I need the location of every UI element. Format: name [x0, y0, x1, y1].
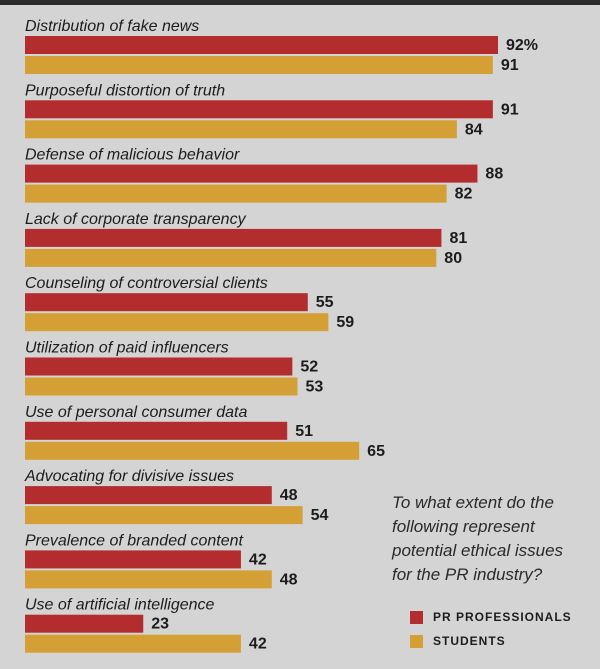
bar-students-prevalence-of-branded-content	[25, 570, 272, 589]
bar-students-use-of-personal-consumer-data	[25, 441, 360, 460]
value-label-pr-professionals-distribution-of-fake-news: 92%	[506, 37, 538, 54]
bar-pr-professionals-prevalence-of-branded-content	[25, 550, 241, 569]
question-line: potential ethical issues	[392, 541, 564, 560]
value-label-pr-professionals-counseling-of-controversial-clients: 55	[316, 294, 334, 311]
chart-question: To what extent do the following represen…	[392, 491, 597, 587]
value-label-students-prevalence-of-branded-content: 48	[280, 571, 298, 588]
bar-pr-professionals-lack-of-corporate-transparency	[25, 228, 442, 247]
category-label-advocating-for-divisive-issues: Advocating for divisive issues	[24, 468, 234, 485]
bar-students-distribution-of-fake-news	[25, 56, 493, 74]
bar-pr-professionals-counseling-of-controversial-clients	[25, 293, 308, 312]
bar-students-advocating-for-divisive-issues	[25, 506, 303, 525]
value-label-students-lack-of-corporate-transparency: 80	[444, 250, 462, 267]
value-label-pr-professionals-use-of-personal-consumer-data: 51	[295, 423, 313, 440]
category-label-distribution-of-fake-news: Distribution of fake news	[25, 18, 199, 35]
category-label-counseling-of-controversial-clients: Counseling of controversial clients	[25, 275, 268, 292]
value-label-pr-professionals-prevalence-of-branded-content: 42	[249, 551, 267, 568]
category-label-defense-of-malicious-behavior: Defense of malicious behavior	[25, 147, 240, 164]
value-label-pr-professionals-utilization-of-paid-influencers: 52	[300, 359, 318, 376]
top-bar	[0, 0, 600, 5]
legend: PR PROFESSIONALS STUDENTS	[410, 606, 572, 654]
value-label-students-distribution-of-fake-news: 91	[501, 57, 519, 74]
bar-students-utilization-of-paid-influencers	[25, 377, 298, 396]
legend-swatch	[410, 610, 423, 624]
legend-item-students: STUDENTS	[410, 630, 572, 652]
bar-students-use-of-artificial-intelligence	[25, 634, 241, 653]
value-label-pr-professionals-lack-of-corporate-transparency: 81	[449, 230, 467, 247]
bar-pr-professionals-use-of-artificial-intelligence	[25, 614, 144, 633]
category-label-prevalence-of-branded-content: Prevalence of branded content	[25, 532, 243, 549]
legend-item-pr-professionals: PR PROFESSIONALS	[410, 606, 572, 628]
category-label-utilization-of-paid-influencers: Utilization of paid influencers	[25, 340, 229, 357]
category-label-use-of-artificial-intelligence: Use of artificial intelligence	[25, 597, 215, 614]
bar-pr-professionals-distribution-of-fake-news	[25, 36, 498, 54]
value-label-pr-professionals-use-of-artificial-intelligence: 23	[151, 616, 169, 633]
bar-students-purposeful-distortion-of-truth	[25, 120, 457, 139]
category-label-lack-of-corporate-transparency: Lack of corporate transparency	[25, 211, 247, 228]
bar-students-defense-of-malicious-behavior	[25, 184, 447, 203]
value-label-pr-professionals-defense-of-malicious-behavior: 88	[485, 166, 503, 183]
value-label-students-purposeful-distortion-of-truth: 84	[465, 121, 483, 138]
question-line: To what extent do the	[392, 493, 554, 512]
legend-swatch	[410, 634, 423, 648]
bar-pr-professionals-utilization-of-paid-influencers	[25, 357, 293, 376]
value-label-pr-professionals-purposeful-distortion-of-truth: 91	[501, 101, 519, 118]
bar-students-counseling-of-controversial-clients	[25, 313, 329, 332]
value-label-students-use-of-artificial-intelligence: 42	[249, 636, 267, 653]
question-line: following represent	[392, 517, 535, 536]
value-label-students-advocating-for-divisive-issues: 54	[311, 507, 329, 524]
bar-pr-professionals-use-of-personal-consumer-data	[25, 421, 288, 440]
bar-pr-professionals-purposeful-distortion-of-truth	[25, 100, 493, 119]
category-label-purposeful-distortion-of-truth: Purposeful distortion of truth	[25, 82, 225, 99]
value-label-students-counseling-of-controversial-clients: 59	[336, 314, 354, 331]
legend-label: STUDENTS	[433, 634, 506, 648]
bar-pr-professionals-advocating-for-divisive-issues	[25, 486, 272, 505]
category-label-use-of-personal-consumer-data: Use of personal consumer data	[25, 404, 247, 421]
question-line: for the PR industry?	[392, 565, 543, 584]
value-label-students-defense-of-malicious-behavior: 82	[455, 186, 473, 203]
value-label-students-utilization-of-paid-influencers: 53	[305, 379, 323, 396]
value-label-students-use-of-personal-consumer-data: 65	[367, 443, 385, 460]
bar-pr-professionals-defense-of-malicious-behavior	[25, 164, 478, 183]
legend-label: PR PROFESSIONALS	[433, 610, 572, 624]
value-label-pr-professionals-advocating-for-divisive-issues: 48	[280, 487, 298, 504]
bar-students-lack-of-corporate-transparency	[25, 248, 437, 267]
